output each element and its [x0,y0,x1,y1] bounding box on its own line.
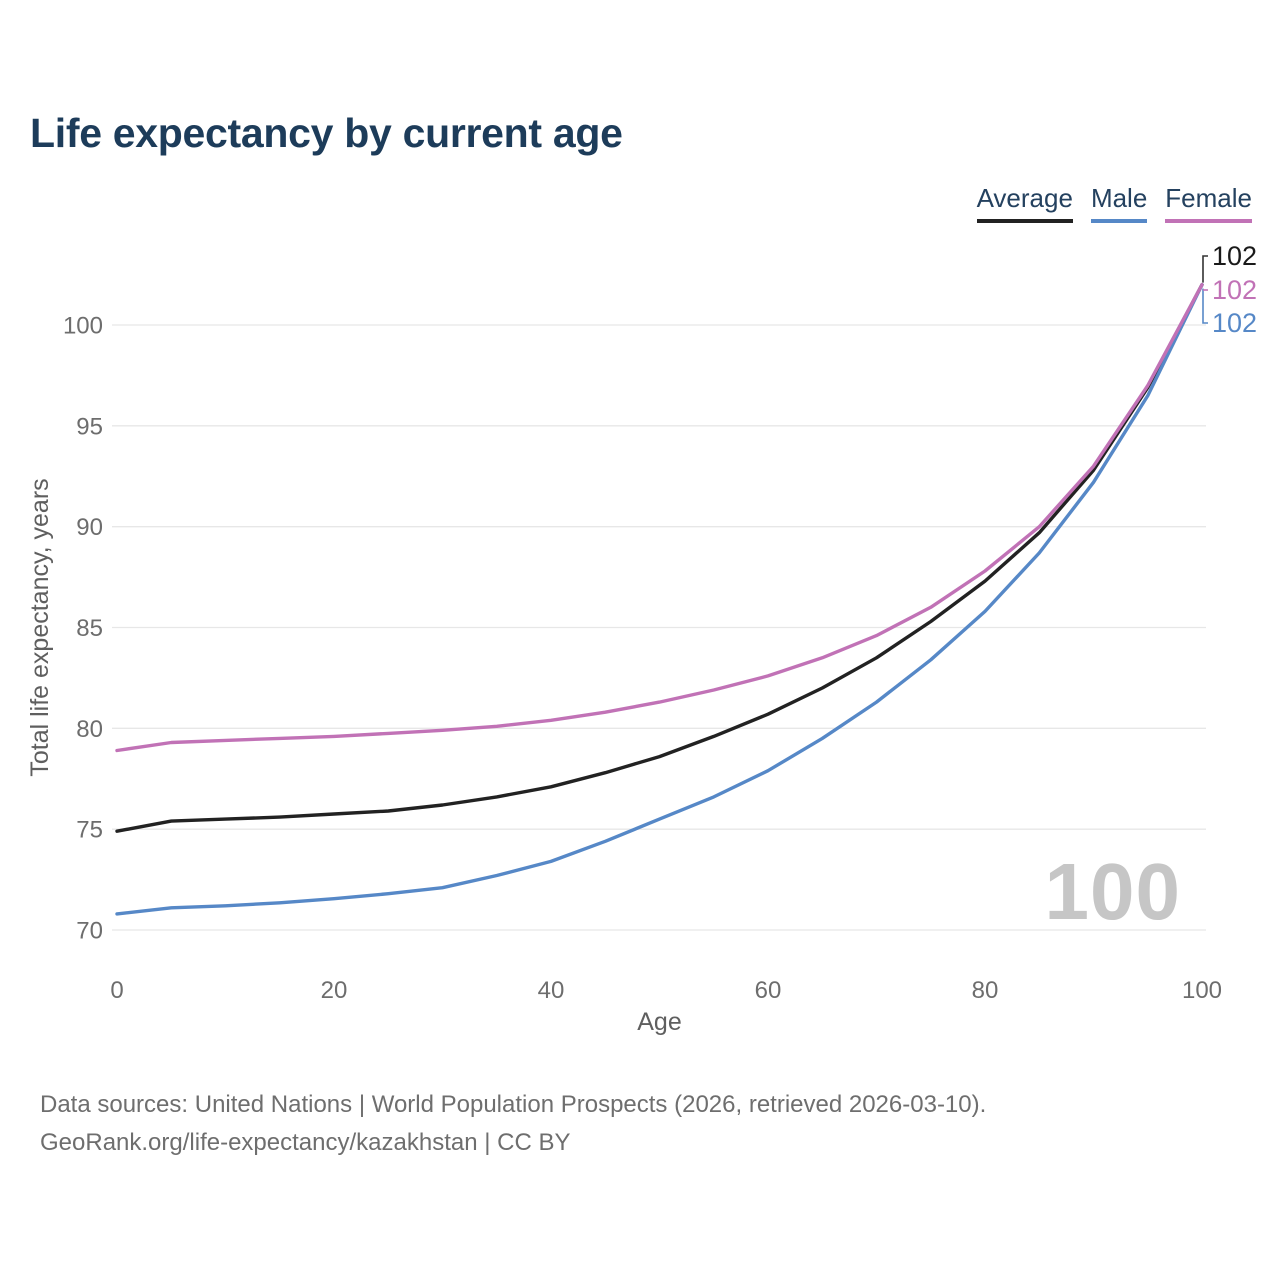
series-line-female[interactable] [115,283,1204,753]
x-axis-title: Age [637,1008,681,1036]
data-sources-line2: GeoRank.org/life-expectancy/kazakhstan |… [40,1129,571,1156]
y-tick-label-90: 90 [76,514,103,541]
series-line-male[interactable] [115,283,1204,916]
end-label-connector-average [1202,255,1208,283]
data-sources-line1: Data sources: United Nations | World Pop… [40,1091,987,1118]
x-tick-label-80: 80 [972,977,999,1004]
end-label-connector-male [1202,288,1208,324]
series-line-average[interactable] [115,283,1204,833]
legend-item-female[interactable]: Female [1165,184,1252,223]
y-tick-label-70: 70 [76,918,103,945]
end-label-male: 102 [1212,308,1257,338]
legend: Average Male Female [976,184,1252,223]
x-tick-label-20: 20 [321,977,348,1004]
x-tick-label-100: 100 [1182,977,1222,1004]
watermark-age-100: 100 [1044,847,1181,936]
x-tick-label-60: 60 [755,977,782,1004]
page-title: Life expectancy by current age [30,110,623,156]
end-label-average: 102 [1212,241,1257,271]
x-tick-label-40: 40 [538,977,565,1004]
y-tick-label-95: 95 [76,413,103,440]
y-tick-label-80: 80 [76,716,103,743]
y-tick-label-85: 85 [76,615,103,642]
data-sources: Data sources: United Nations | World Pop… [40,1086,986,1162]
y-tick-label-75: 75 [76,817,103,844]
end-label-female: 102 [1212,275,1257,305]
y-axis-title: Total life expectancy, years [26,478,54,776]
legend-item-average[interactable]: Average [976,184,1073,223]
x-tick-label-0: 0 [110,977,123,1004]
legend-item-male[interactable]: Male [1090,184,1148,223]
y-tick-label-100: 100 [63,313,103,340]
